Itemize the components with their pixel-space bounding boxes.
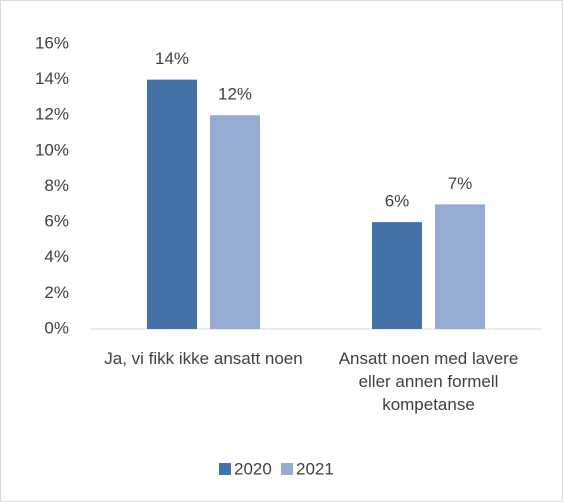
bar <box>210 115 260 329</box>
bar <box>372 222 422 329</box>
y-tick-label: 2% <box>44 283 69 302</box>
y-tick-label: 14% <box>35 69 69 88</box>
data-label: 7% <box>448 174 473 193</box>
bar <box>435 204 485 329</box>
legend-swatch <box>281 463 293 475</box>
y-tick-label: 6% <box>44 212 69 231</box>
legend-label: 2020 <box>234 459 272 478</box>
data-label: 14% <box>155 49 189 68</box>
data-label: 6% <box>385 192 410 211</box>
y-tick-label: 12% <box>35 105 69 124</box>
y-tick-label: 16% <box>35 33 69 52</box>
legend-swatch <box>219 463 231 475</box>
legend-label: 2021 <box>296 459 334 478</box>
y-tick-label: 4% <box>44 247 69 266</box>
x-tick-label: Ansatt noen med lavere eller annen forme… <box>338 349 519 414</box>
x-tick-label: Ja, vi fikk ikke ansatt noen <box>104 349 303 368</box>
bar <box>147 79 197 329</box>
data-label: 12% <box>218 85 252 104</box>
y-tick-label: 10% <box>35 140 69 159</box>
y-tick-label: 0% <box>44 318 69 337</box>
y-tick-label: 8% <box>44 176 69 195</box>
